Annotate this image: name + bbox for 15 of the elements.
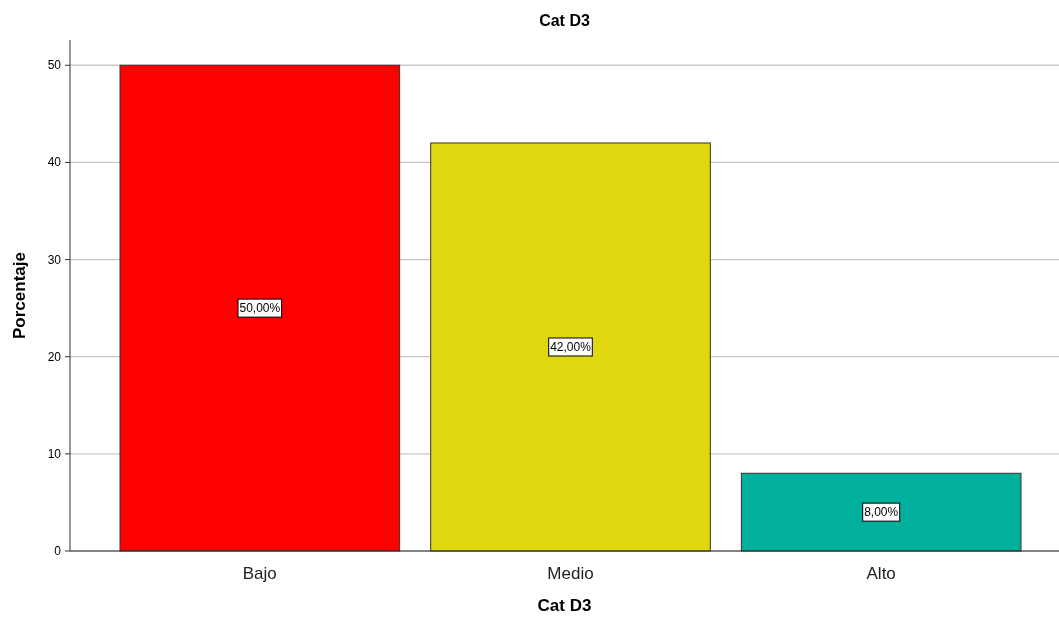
x-axis-title: Cat D3 bbox=[537, 596, 592, 615]
data-label: 42,00% bbox=[550, 339, 592, 354]
x-tick-label: Alto bbox=[866, 564, 896, 583]
data-label: 50,00% bbox=[239, 301, 281, 316]
y-tick-label: 50 bbox=[47, 58, 62, 73]
y-axis-title: Porcentaje bbox=[10, 252, 29, 339]
x-tick-label: Medio bbox=[547, 564, 594, 583]
x-tick-label: Bajo bbox=[242, 564, 277, 583]
y-tick-label: 30 bbox=[47, 252, 62, 267]
chart-title: Cat D3 bbox=[539, 12, 590, 29]
y-tick-label: 20 bbox=[47, 349, 62, 364]
y-tick-label: 40 bbox=[47, 155, 62, 170]
y-tick-label: 0 bbox=[54, 544, 62, 558]
y-tick-label: 10 bbox=[47, 446, 62, 461]
data-label: 8,00% bbox=[864, 505, 899, 520]
